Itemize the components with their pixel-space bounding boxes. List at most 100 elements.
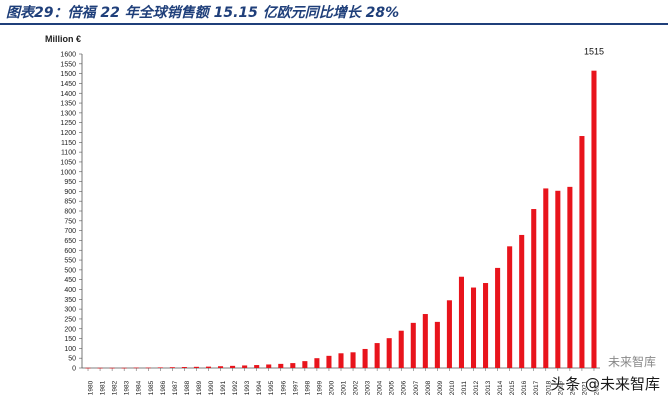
y-tick-label: 0 [72, 366, 76, 373]
x-tick-label: 1996 [280, 380, 287, 395]
bar-2000 [326, 355, 332, 368]
x-tick-label: 1998 [304, 380, 311, 395]
y-tick-label: 600 [64, 248, 76, 255]
x-tick-label: 2015 [509, 380, 516, 395]
bar-2015 [507, 246, 513, 368]
x-tick-label: 2020 [569, 380, 576, 395]
bar-2006 [398, 330, 404, 368]
bar-2009 [434, 321, 440, 368]
bars [85, 70, 597, 369]
y-tick-label: 750 [64, 218, 76, 225]
y-tick-label: 1600 [60, 52, 76, 59]
y-tick-label: 700 [64, 228, 76, 235]
y-tick-label: 400 [64, 287, 76, 294]
bar-chart: Million € 0 50 100 150 200 250 300 350 400 450 500… [45, 34, 604, 395]
y-tick-label: 550 [64, 258, 76, 265]
x-tick-label: 2017 [533, 380, 540, 395]
x-tick-label: 2007 [413, 380, 420, 395]
x-tick-label: 1993 [244, 380, 251, 395]
y-tick-label: 300 [64, 307, 76, 314]
bar-2018 [543, 188, 549, 368]
bar-1989 [193, 366, 199, 368]
bar-1983 [121, 367, 127, 369]
x-tick-label: 1983 [124, 380, 131, 395]
bar-1999 [314, 358, 320, 368]
x-tick-label: 1985 [148, 380, 155, 395]
bar-2022 [591, 70, 597, 369]
x-tick-label: 2006 [401, 380, 408, 395]
bar-2017 [531, 209, 537, 368]
bar-2003 [362, 348, 368, 368]
x-tick-label: 1992 [232, 380, 239, 395]
bar-2011 [458, 276, 464, 368]
y-tick-label: 1000 [60, 169, 76, 176]
x-tick-label: 2018 [545, 380, 552, 395]
title-divider [0, 23, 668, 25]
y-tick-label: 1550 [60, 61, 76, 68]
x-tick-label: 2003 [365, 380, 372, 395]
y-tick-label: 150 [64, 336, 76, 343]
y-tick-label: 250 [64, 316, 76, 323]
y-tick-label: 1150 [61, 140, 76, 147]
y-tick-label: 350 [64, 297, 76, 304]
x-tick-label: 1989 [196, 380, 203, 395]
bar-1995 [266, 364, 272, 368]
x-tick-label: 2001 [341, 380, 348, 395]
y-tick-label: 450 [64, 277, 76, 284]
bar-1990 [205, 366, 212, 368]
y-tick-label: 850 [64, 199, 76, 206]
x-tick-label: 2019 [557, 380, 564, 395]
bar-2007 [410, 322, 416, 368]
x-tick-label: 2010 [449, 380, 456, 395]
value-labels: 1515 [584, 47, 604, 57]
bar-2016 [519, 234, 525, 368]
x-tick-label: 1988 [184, 380, 191, 395]
x-tick-label: 1986 [160, 380, 167, 395]
bar-1982 [109, 367, 115, 369]
x-tick-label: 1997 [292, 380, 299, 395]
chart-title: 图表29：倍福 22 年全球销售额 15.15 亿欧元同比增长 28% [6, 5, 400, 21]
y-tick-label: 1250 [60, 120, 76, 127]
bar-1984 [133, 367, 139, 369]
x-tick-label: 2009 [437, 380, 444, 395]
x-tick-label: 2008 [425, 380, 432, 395]
y-tick-label: 900 [64, 189, 76, 196]
x-tick-label: 1987 [172, 380, 179, 395]
x-tick-label: 1984 [136, 380, 143, 395]
bar-1993 [242, 365, 248, 368]
bar-1998 [302, 361, 308, 368]
y-tick-label: 650 [64, 238, 76, 245]
bar-1981 [97, 367, 103, 369]
bar-1994 [254, 365, 260, 368]
x-axis: 1980 1981 1982 1983 1984 1985 1986 1987 1988 1989… [82, 367, 600, 395]
y-tick-label: 1200 [60, 130, 76, 137]
y-tick-label: 1450 [60, 81, 76, 88]
x-tick-label: 1999 [316, 380, 323, 395]
y-axis: 0 50 100 150 200 250 300 350 400 450 500 550 600 650 7… [60, 52, 83, 373]
bar-2021 [579, 136, 585, 368]
bar-2005 [386, 338, 392, 368]
x-tick-label: 2011 [461, 381, 468, 395]
bar-1991 [218, 366, 224, 368]
y-tick-label: 200 [64, 326, 76, 333]
bar-2008 [422, 314, 428, 368]
y-tick-label: 1050 [60, 159, 76, 166]
bar-2019 [555, 190, 561, 368]
x-tick-label: 1980 [88, 380, 95, 395]
x-tick-label: 2004 [377, 380, 384, 395]
y-tick-label: 100 [64, 346, 76, 353]
x-tick-label: 1995 [268, 380, 275, 395]
y-tick-label: 800 [64, 209, 76, 216]
bar-2012 [470, 287, 477, 368]
bar-2004 [374, 343, 380, 368]
bar-1980 [85, 367, 91, 369]
x-tick-label: 2012 [473, 380, 480, 395]
y-axis-unit-label: Million € [45, 34, 81, 44]
bar-1992 [230, 365, 236, 368]
data-label-2022: 1515 [584, 47, 604, 57]
bar-1986 [157, 367, 163, 369]
x-tick-label: 2022 [593, 380, 600, 395]
y-tick-label: 1300 [60, 110, 76, 117]
x-tick-label: 1982 [112, 380, 119, 395]
bar-1996 [278, 363, 284, 368]
